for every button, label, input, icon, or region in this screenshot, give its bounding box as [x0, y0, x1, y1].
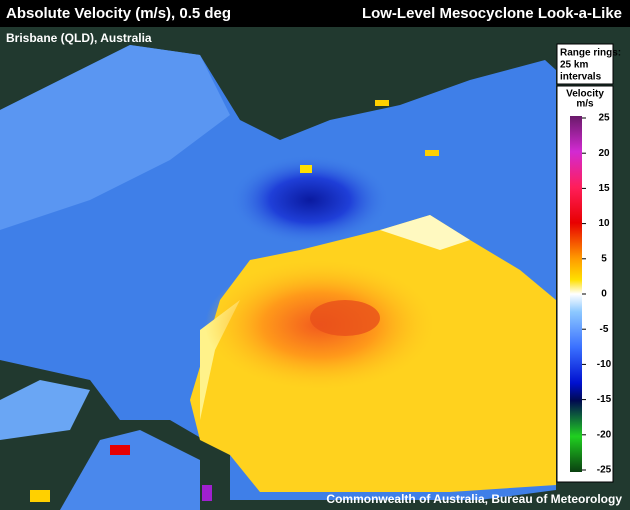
- range-box: [556, 43, 614, 85]
- tick-label: 15: [598, 183, 610, 194]
- tick-label: 10: [598, 218, 610, 229]
- legend-box: [556, 85, 614, 483]
- tick-label: -5: [600, 324, 609, 335]
- range-note: Range rings:: [560, 48, 621, 59]
- case-title: Low-Level Mesocyclone Look-a-Like: [362, 5, 622, 22]
- title: Absolute Velocity (m/s), 0.5 deg: [6, 5, 231, 22]
- radar-echo: [0, 45, 556, 510]
- tick-label: 25: [598, 113, 610, 124]
- header-bar: [0, 0, 630, 27]
- location: Brisbane (QLD), Australia: [6, 31, 152, 45]
- color-bar: [570, 116, 582, 472]
- tick-label: 20: [598, 148, 610, 159]
- legend-title: Velocity: [566, 89, 604, 100]
- legend-ticks: 25 20 15 10 5 0 -5 -10 -15 -20 -25: [582, 113, 612, 476]
- tick-label: -15: [597, 394, 612, 405]
- range-note: intervals: [560, 72, 602, 83]
- tick-label: 0: [601, 289, 607, 300]
- tick-label: -25: [597, 465, 612, 476]
- credit: Commonwealth of Australia, Bureau of Met…: [326, 492, 622, 506]
- tick-label: -20: [597, 429, 612, 440]
- legend-unit: m/s: [576, 99, 594, 110]
- range-note: 25 km: [560, 60, 588, 71]
- tick-label: -10: [597, 359, 612, 370]
- tick-label: 5: [601, 253, 607, 264]
